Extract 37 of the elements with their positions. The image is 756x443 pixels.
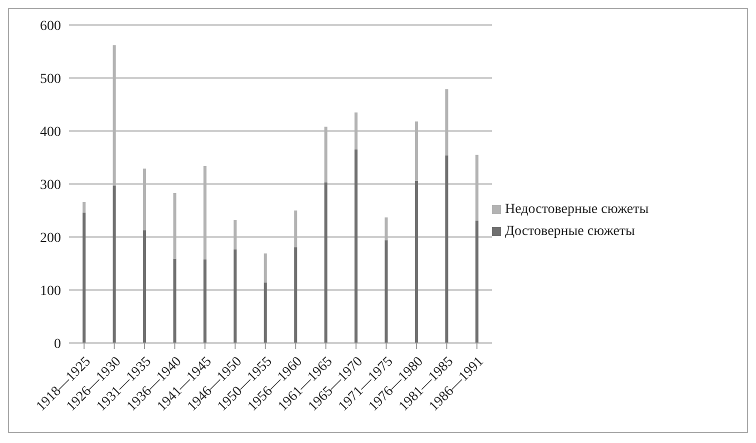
bar [173,258,176,343]
bar [445,155,448,343]
bar [234,249,237,343]
bar [203,259,206,343]
bar [324,182,328,343]
bar [82,212,86,343]
bar [234,220,237,250]
y-tick-label: 200 [40,230,61,246]
bar [203,166,206,260]
bar [112,186,116,343]
bar [475,220,478,343]
bar [294,247,298,343]
bar [414,121,418,181]
bar [414,180,418,343]
bar [294,210,298,248]
bar [173,193,176,259]
legend-label: Достоверные сюжеты [505,224,635,240]
y-tick-label: 500 [40,72,61,87]
y-tick-label: 600 [40,18,61,34]
y-tick-label: 0 [54,336,61,352]
bar [475,154,478,221]
bar [384,217,388,240]
bar [82,202,86,213]
bar [354,112,358,150]
bar [354,150,358,343]
y-tick-label: 100 [40,284,61,299]
legend-label: Недостоверные сюжеты [505,202,649,218]
bar [445,89,448,156]
bar [384,240,388,343]
y-tick-label: 400 [40,124,61,140]
bar [143,230,146,343]
bar [143,168,146,230]
bar [264,253,267,283]
bar [264,282,267,343]
bar [112,45,116,186]
y-tick-label: 300 [40,178,61,193]
bar [324,126,328,182]
